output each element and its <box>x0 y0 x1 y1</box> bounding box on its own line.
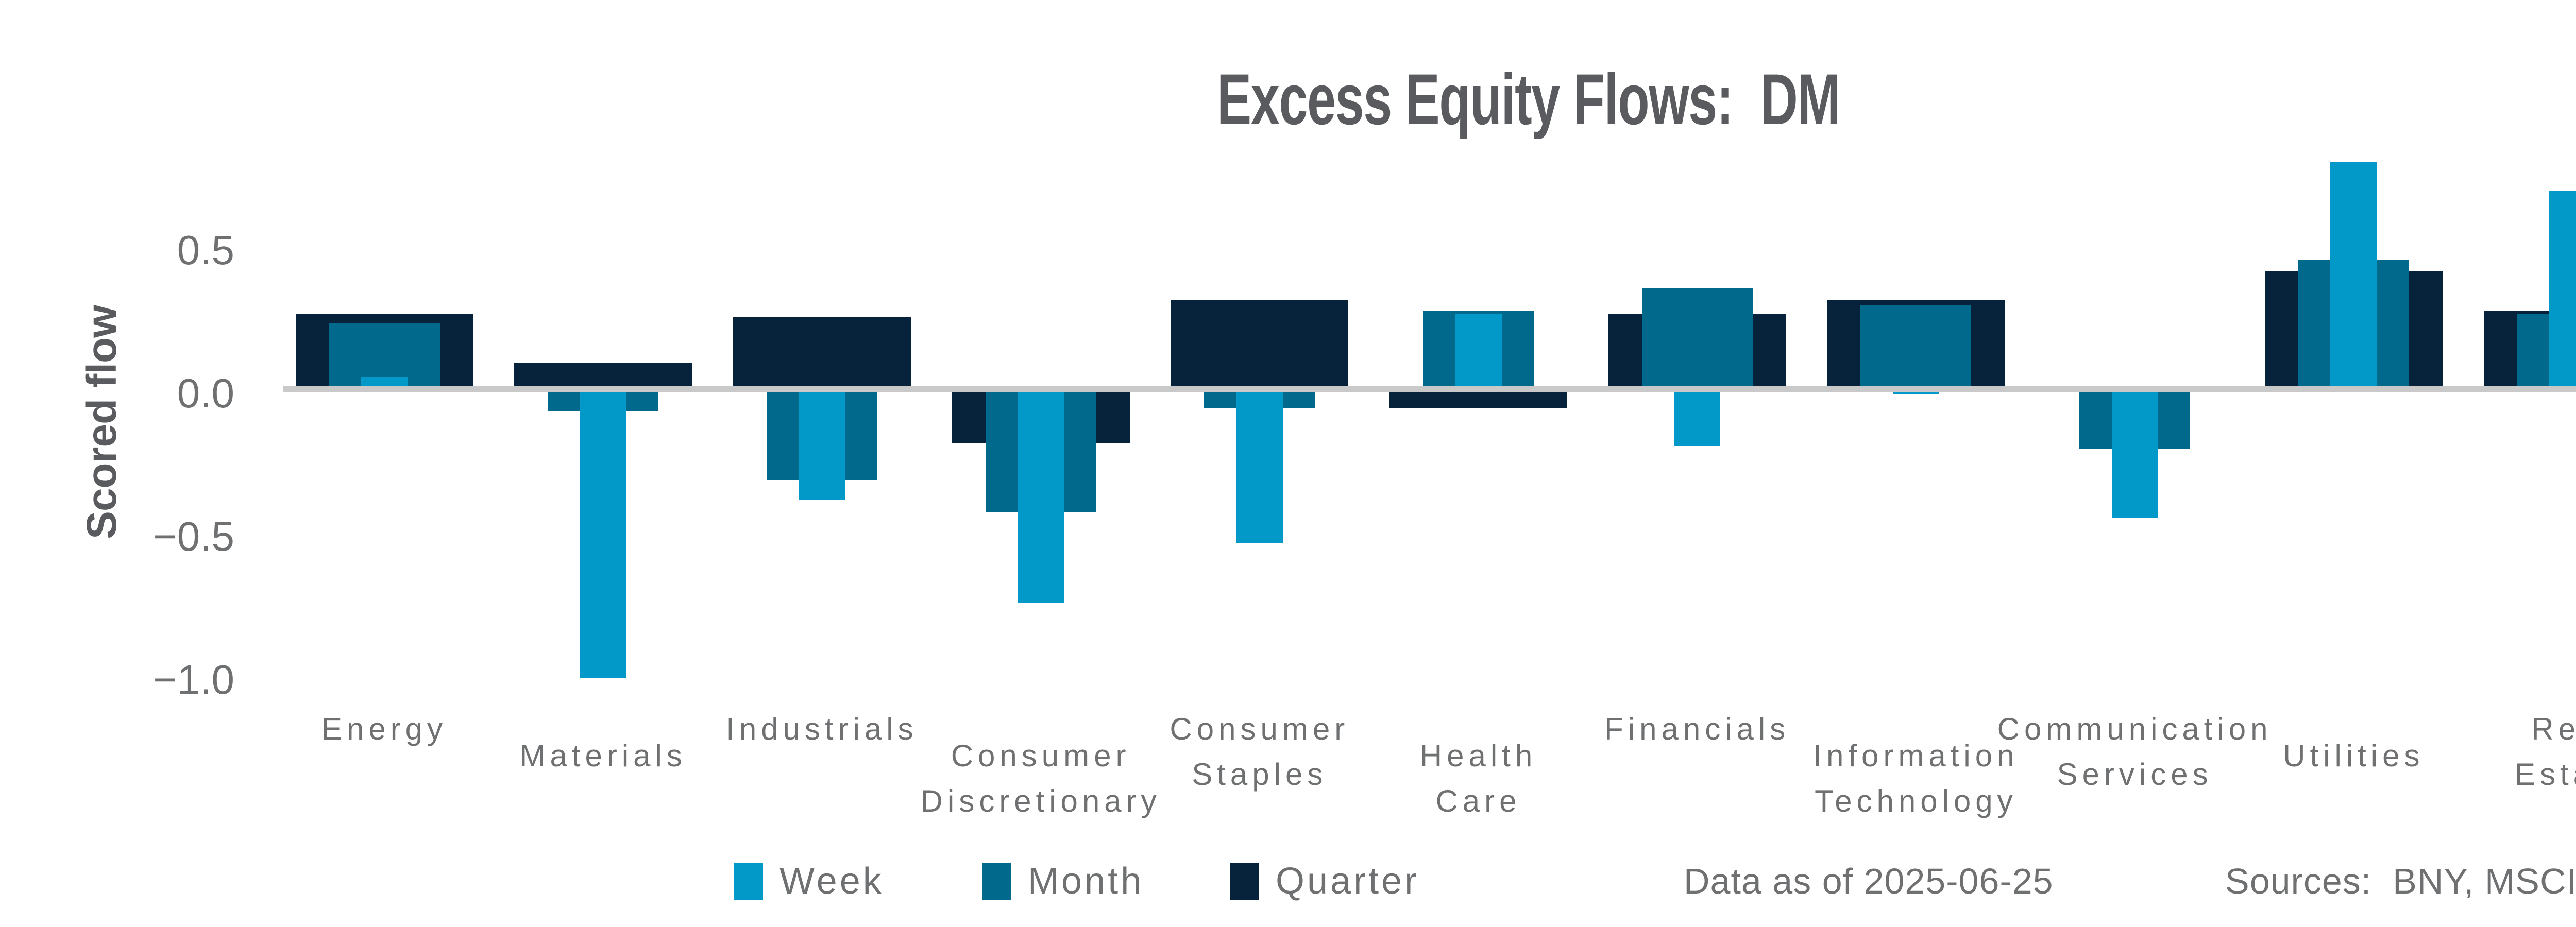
bar-week-consumer-staples <box>1236 391 1283 543</box>
bar-week-utilities <box>2330 162 2377 391</box>
chart-title: Excess Equity Flows: DM <box>1217 59 1840 140</box>
x-category-label: Industrials <box>726 712 918 746</box>
bar-month-financials <box>1641 288 1753 391</box>
x-category-label: Information Technology <box>1813 739 2019 818</box>
legend-item-quarter: Quarter <box>1230 861 1420 902</box>
bar-quarter-health-care <box>1389 391 1567 409</box>
data-asof-text: Data as of 2025-06-25 <box>1684 861 2054 901</box>
x-category-label: Financials <box>1604 712 1790 746</box>
x-category-label: Materials <box>519 739 687 773</box>
x-category-label: Communication Services <box>1997 712 2273 792</box>
y-tick-label: −1.0 <box>153 657 234 702</box>
zero-axis-line <box>283 386 2576 392</box>
bar-quarter-consumer-staples <box>1171 300 1349 391</box>
y-tick-label: 0.5 <box>177 227 234 273</box>
bar-week-materials <box>580 391 626 678</box>
x-category-label: Real Estate <box>2514 712 2576 792</box>
bar-quarter-industrials <box>733 317 911 391</box>
bar-week-real-estate <box>2549 191 2576 391</box>
legend-swatch-month <box>982 863 1011 900</box>
y-tick-label: 0.0 <box>177 370 234 416</box>
legend-item-week: Week <box>734 861 884 902</box>
bar-month-information-technology <box>1860 305 1972 391</box>
y-tick-label: −0.5 <box>153 513 234 559</box>
x-category-label: Energy <box>321 712 448 746</box>
bar-week-communication-services <box>2111 391 2158 518</box>
legend-label: Quarter <box>1276 861 1420 902</box>
x-category-label: Consumer Discretionary <box>920 739 1161 818</box>
x-category-label: Consumer Staples <box>1170 712 1350 792</box>
bar-week-health-care <box>1455 314 1502 391</box>
y-axis-label: Scored flow <box>78 305 125 539</box>
bar-week-financials <box>1674 391 1721 446</box>
bar-week-consumer-discretionary <box>1018 391 1064 604</box>
legend-swatch-week <box>734 863 763 900</box>
legend-label: Week <box>779 861 884 902</box>
x-category-label: Health Care <box>1419 739 1537 818</box>
sources-text: Sources: BNY, MSCI <box>2225 861 2576 901</box>
legend-swatch-quarter <box>1230 863 1259 900</box>
bar-week-industrials <box>799 391 845 501</box>
legend-label: Month <box>1028 861 1144 902</box>
x-category-label: Utilities <box>2283 739 2425 773</box>
bar-week-information-technology <box>1892 391 1939 394</box>
legend-item-month: Month <box>982 861 1144 902</box>
